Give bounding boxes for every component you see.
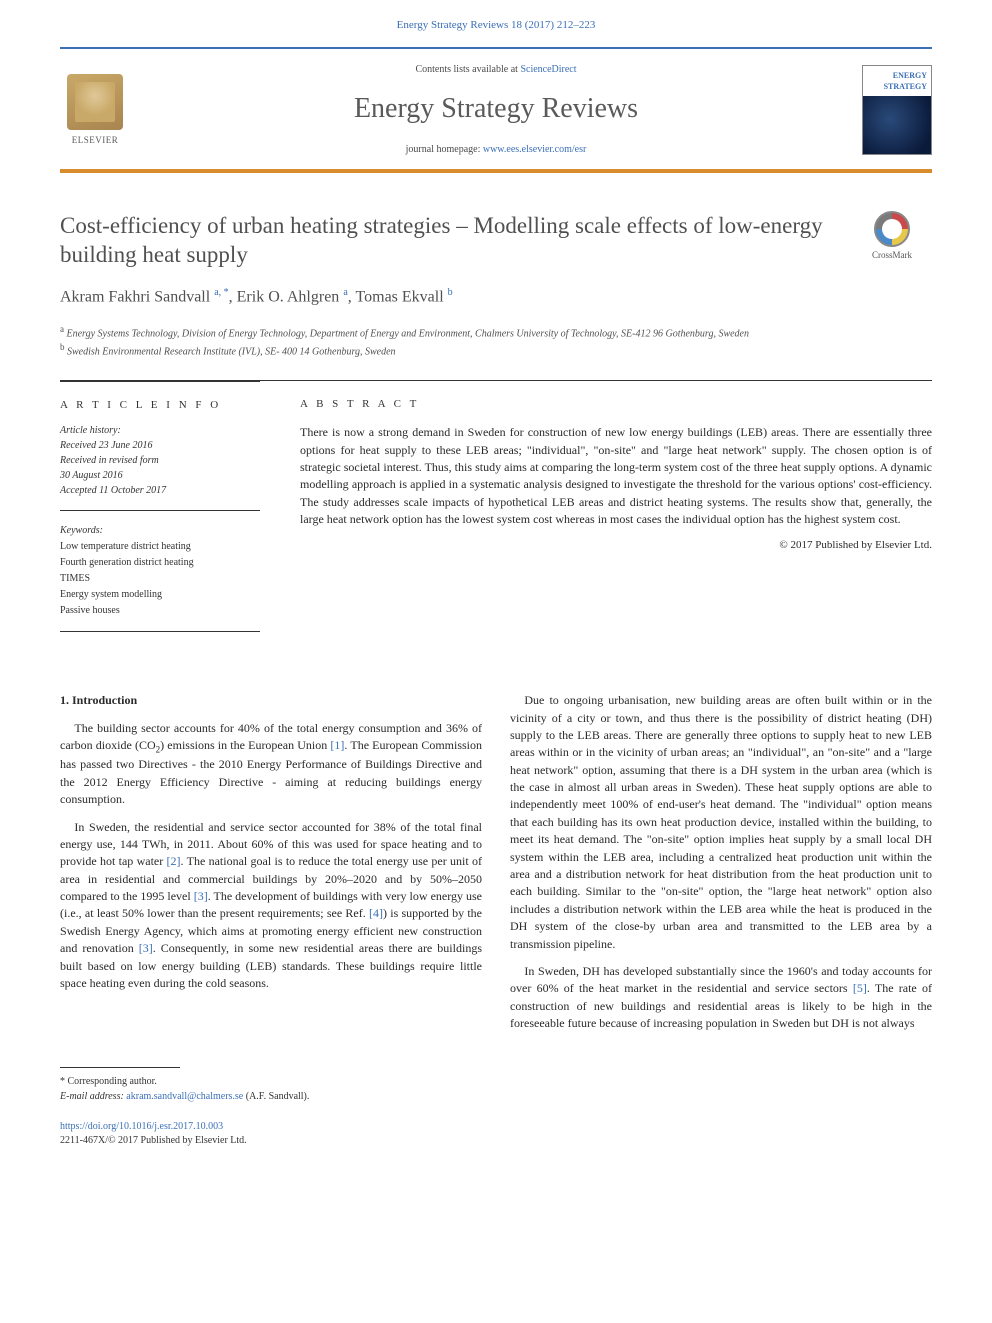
doi-block: https://doi.org/10.1016/j.esr.2017.10.00… (0, 1114, 992, 1178)
reference-link[interactable]: [5] (853, 981, 867, 995)
corresponding-author-note: * Corresponding author. (60, 1074, 932, 1089)
page-header: Energy Strategy Reviews 18 (2017) 212–22… (0, 0, 992, 183)
keyword: Passive houses (60, 603, 260, 619)
publisher-name: ELSEVIER (60, 134, 130, 147)
authors-line: Akram Fakhri Sandvall a, *, Erik O. Ahlg… (60, 286, 932, 309)
keyword: Low temperature district heating (60, 539, 260, 555)
homepage-prefix: journal homepage: (406, 144, 483, 155)
abstract-column: A B S T R A C T There is now a strong de… (300, 397, 932, 632)
article-history: Article history: Received 23 June 2016 R… (60, 423, 260, 511)
sciencedirect-link[interactable]: ScienceDirect (520, 64, 576, 75)
cover-label-2: STRATEGY (884, 82, 927, 91)
affiliations: a Energy Systems Technology, Division of… (60, 323, 932, 360)
doi-link[interactable]: https://doi.org/10.1016/j.esr.2017.10.00… (60, 1121, 223, 1132)
keyword: Fourth generation district heating (60, 555, 260, 571)
keywords-block: Keywords: Low temperature district heati… (60, 523, 260, 632)
article-body: 1. Introduction The building sector acco… (0, 692, 992, 1052)
cover-label-1: ENERGY (893, 71, 927, 80)
elsevier-tree-icon (67, 74, 123, 130)
title-row: Cost-efficiency of urban heating strateg… (60, 211, 932, 271)
author-email-link[interactable]: akram.sandvall@chalmers.se (126, 1091, 243, 1102)
section-heading: 1. Introduction (60, 692, 482, 709)
crossmark-badge[interactable]: CrossMark (852, 211, 932, 262)
reference-link[interactable]: [3] (139, 941, 153, 955)
abstract-heading: A B S T R A C T (300, 397, 932, 412)
reference-link[interactable]: [2] (167, 854, 181, 868)
reference-link[interactable]: [3] (194, 889, 208, 903)
contents-prefix: Contents lists available at (415, 64, 520, 75)
cover-image-icon (863, 96, 931, 154)
crossmark-icon (874, 211, 910, 247)
journal-cover-thumb: ENERGY STRATEGY (862, 65, 932, 155)
history-line: 30 August 2016 (60, 468, 260, 483)
body-paragraph: The building sector accounts for 40% of … (60, 720, 482, 809)
article-title: Cost-efficiency of urban heating strateg… (60, 211, 836, 271)
publisher-logo: ELSEVIER (60, 74, 130, 147)
affiliation-line: a Energy Systems Technology, Division of… (60, 323, 932, 341)
email-label: E-mail address: (60, 1091, 126, 1102)
body-paragraph: In Sweden, the residential and service s… (60, 819, 482, 993)
homepage-link[interactable]: www.ees.elsevier.com/esr (483, 144, 586, 155)
email-suffix: (A.F. Sandvall). (243, 1091, 309, 1102)
homepage-line: journal homepage: www.ees.elsevier.com/e… (150, 143, 842, 157)
body-paragraph: Due to ongoing urbanisation, new buildin… (510, 692, 932, 953)
affiliation-line: b Swedish Environmental Research Institu… (60, 341, 932, 359)
abstract-copyright: © 2017 Published by Elsevier Ltd. (300, 538, 932, 553)
body-paragraph: In Sweden, DH has developed substantiall… (510, 963, 932, 1033)
reference-link[interactable]: [1] (330, 738, 344, 752)
info-abstract-row: A R T I C L E I N F O Article history: R… (60, 380, 932, 632)
cover-label: ENERGY STRATEGY (863, 66, 931, 96)
history-line: Received 23 June 2016 (60, 438, 260, 453)
abstract-text: There is now a strong demand in Sweden f… (300, 424, 932, 528)
keyword: TIMES (60, 571, 260, 587)
footnote-separator (60, 1067, 180, 1068)
article-front-matter: Cost-efficiency of urban heating strateg… (0, 183, 992, 633)
crossmark-label: CrossMark (852, 249, 932, 262)
citation-line: Energy Strategy Reviews 18 (2017) 212–22… (60, 18, 932, 33)
article-info-column: A R T I C L E I N F O Article history: R… (60, 381, 260, 632)
history-line: Received in revised form (60, 453, 260, 468)
header-center: Contents lists available at ScienceDirec… (130, 63, 862, 156)
contents-line: Contents lists available at ScienceDirec… (150, 63, 842, 77)
keyword: Energy system modelling (60, 587, 260, 603)
footnotes: * Corresponding author. E-mail address: … (0, 1074, 992, 1114)
email-line: E-mail address: akram.sandvall@chalmers.… (60, 1089, 932, 1104)
journal-header-box: ELSEVIER Contents lists available at Sci… (60, 47, 932, 172)
journal-title: Energy Strategy Reviews (150, 89, 842, 128)
reference-link[interactable]: [4] (369, 906, 383, 920)
keywords-label: Keywords: (60, 523, 260, 539)
article-info-heading: A R T I C L E I N F O (60, 398, 260, 413)
history-line: Accepted 11 October 2017 (60, 483, 260, 498)
history-label: Article history: (60, 423, 260, 438)
issn-copyright-line: 2211-467X/© 2017 Published by Elsevier L… (60, 1134, 932, 1148)
